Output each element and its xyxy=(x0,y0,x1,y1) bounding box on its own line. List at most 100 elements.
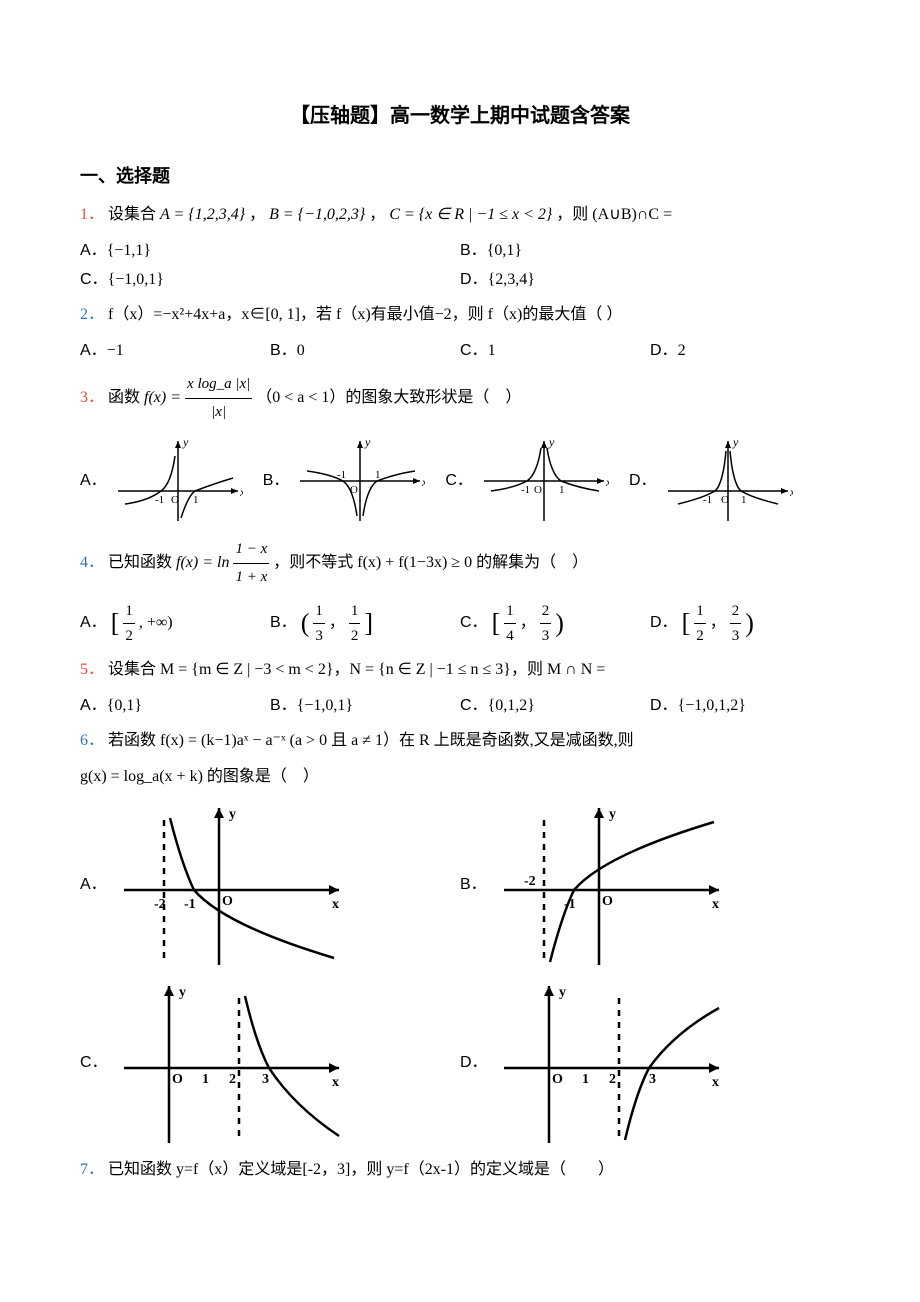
q4d-d1: 2 xyxy=(694,624,706,648)
q4b-m: ， xyxy=(329,614,345,631)
q4a-rb: , +∞) xyxy=(139,614,173,631)
svg-text:O: O xyxy=(534,484,542,496)
q5-optB: {−1,0,1} xyxy=(297,697,353,714)
opt-B-label: B． xyxy=(270,614,297,631)
q1-number: 1． xyxy=(80,206,104,223)
q6-graph-D: x y O 1 2 3 xyxy=(494,978,724,1148)
q1-options: A．{−1,1} B．{0,1} xyxy=(80,238,840,264)
q4a-d: 2 xyxy=(123,624,135,648)
q4d-rb: ) xyxy=(745,609,754,638)
svg-text:1: 1 xyxy=(559,484,565,496)
q1-options-2: C．{−1,0,1} D．{2,3,4} xyxy=(80,267,840,293)
q5-stem: 设集合 M = {m ∈ Z | −3 < m < 2}，N = {n ∈ Z … xyxy=(108,661,605,678)
svg-text:O: O xyxy=(172,1072,183,1087)
svg-text:y: y xyxy=(732,436,739,449)
q4b-rb: ] xyxy=(364,609,373,638)
svg-text:O: O xyxy=(171,494,179,506)
q5-options: A．{0,1} B．{−1,0,1} C．{0,1,2} D．{−1,0,1,2… xyxy=(80,693,840,719)
q4d-m: ， xyxy=(710,614,726,631)
q5-optC: {0,1,2} xyxy=(488,697,535,714)
q1-set-A: A = {1,2,3,4} xyxy=(160,206,245,223)
svg-text:x: x xyxy=(605,475,609,489)
svg-text:y: y xyxy=(548,436,555,449)
q2-number: 2． xyxy=(80,306,104,323)
question-6b: g(x) = log_a(x + k) 的图象是（ ） xyxy=(80,763,840,792)
q6-optD-label: D． xyxy=(460,1050,484,1076)
section-heading: 一、选择题 xyxy=(80,162,840,191)
opt-A-label: A． xyxy=(80,614,107,631)
opt-A-label: A． xyxy=(80,697,107,714)
q4-func: f(x) = ln xyxy=(176,554,229,571)
opt-A-label: A． xyxy=(80,342,107,359)
q3-graph-B: x y -1 O 1 xyxy=(295,436,425,526)
q7-number: 7． xyxy=(80,1161,104,1178)
q1-stem-1: 设集合 xyxy=(108,206,160,223)
q6-graph-C: x y O 1 2 3 xyxy=(114,978,344,1148)
question-3: 3． 函数 f(x) = x log_a |x| |x| （0 < a < 1）… xyxy=(80,371,840,426)
svg-text:O: O xyxy=(222,894,233,909)
q1-sep1: ， xyxy=(249,206,265,223)
opt-C-label: C． xyxy=(460,342,488,359)
svg-text:y: y xyxy=(364,436,371,449)
q1-optA: {−1,1} xyxy=(107,242,151,259)
q4b-lb: ( xyxy=(301,609,310,638)
q4c-rb: ) xyxy=(555,609,564,638)
question-5: 5． 设集合 M = {m ∈ Z | −3 < m < 2}，N = {n ∈… xyxy=(80,656,840,685)
question-6: 6． 若函数 f(x) = (k−1)aˣ − a⁻ˣ (a > 0 且 a ≠… xyxy=(80,727,840,756)
opt-C-label: C． xyxy=(460,614,488,631)
question-1: 1． 设集合 A = {1,2,3,4} ， B = {−1,0,2,3} ， … xyxy=(80,201,840,230)
q5-optA: {0,1} xyxy=(107,697,142,714)
q2-options: A．−1 B．0 C．1 D．2 xyxy=(80,338,840,364)
svg-text:x: x xyxy=(712,897,719,912)
svg-text:3: 3 xyxy=(262,1072,269,1087)
opt-D-label: D． xyxy=(650,697,678,714)
q4-frac-den: 1 + x xyxy=(233,564,269,591)
svg-text:y: y xyxy=(609,807,616,822)
opt-D-label: D． xyxy=(460,271,488,288)
q3-optD-label: D． xyxy=(629,468,657,494)
q4d-n2: 2 xyxy=(730,599,742,624)
q4c-n1: 1 xyxy=(504,599,516,624)
q4d-lb: [ xyxy=(682,609,691,638)
q4c-d1: 4 xyxy=(504,624,516,648)
svg-text:y: y xyxy=(179,985,186,1000)
q1-sep2: ， xyxy=(369,206,385,223)
q4c-d2: 3 xyxy=(540,624,552,648)
q4d-n1: 1 xyxy=(694,599,706,624)
q6-graphs-row1: A． x y -2 -1 O B． x y -2 -1 O xyxy=(80,800,840,970)
svg-text:O: O xyxy=(602,894,613,909)
svg-text:-1: -1 xyxy=(155,494,164,506)
q4c-m: ， xyxy=(520,614,536,631)
opt-D-label: D． xyxy=(650,342,678,359)
q5-optD: {−1,0,1,2} xyxy=(678,697,746,714)
svg-text:x: x xyxy=(239,485,243,499)
q4a-lb: [ xyxy=(111,609,120,638)
q3-frac-den: |x| xyxy=(185,399,252,426)
q2-optD: 2 xyxy=(678,342,686,359)
q2-optA: −1 xyxy=(107,342,124,359)
q6-optB-label: B． xyxy=(460,872,484,898)
q3-func: f(x) = xyxy=(144,389,185,406)
q4a-n: 1 xyxy=(123,599,135,624)
q3-optC-label: C． xyxy=(445,468,473,494)
q3-graph-A: x y -1 O 1 xyxy=(113,436,243,526)
q1-optC: {−1,0,1} xyxy=(108,271,164,288)
svg-text:1: 1 xyxy=(741,494,747,506)
q3-number: 3． xyxy=(80,389,104,406)
svg-text:1: 1 xyxy=(202,1072,209,1087)
svg-text:x: x xyxy=(421,475,425,489)
svg-text:2: 2 xyxy=(229,1072,236,1087)
q3-graph-D: x y -1 O 1 xyxy=(663,436,793,526)
q6-graphs-row2: C． x y O 1 2 3 D． x y O 1 2 xyxy=(80,978,840,1148)
opt-A-label: A． xyxy=(80,242,107,259)
question-2: 2． f（x）=−x²+4x+a，x∈[0, 1]，若 f（x)有最小值−2，则… xyxy=(80,301,840,330)
q3-stem-1: 函数 xyxy=(108,389,144,406)
q3-graphs: A． x y -1 O 1 B． x y -1 O 1 xyxy=(80,436,840,526)
q4-options: A． [ 12 , +∞) B． ( 13 ， 12 ] C． [ 14 ， 2… xyxy=(80,599,840,648)
svg-text:y: y xyxy=(182,436,189,449)
q4b-n1: 1 xyxy=(313,599,325,624)
q7-stem: 已知函数 y=f（x）定义域是[-2，3]，则 y=f（2x-1）的定义域是（ … xyxy=(108,1161,614,1178)
q4-stem-2: ，则不等式 f(x) + f(1−3x) ≥ 0 的解集为（ ） xyxy=(273,554,588,571)
opt-B-label: B． xyxy=(270,697,297,714)
svg-text:-2: -2 xyxy=(154,897,166,912)
